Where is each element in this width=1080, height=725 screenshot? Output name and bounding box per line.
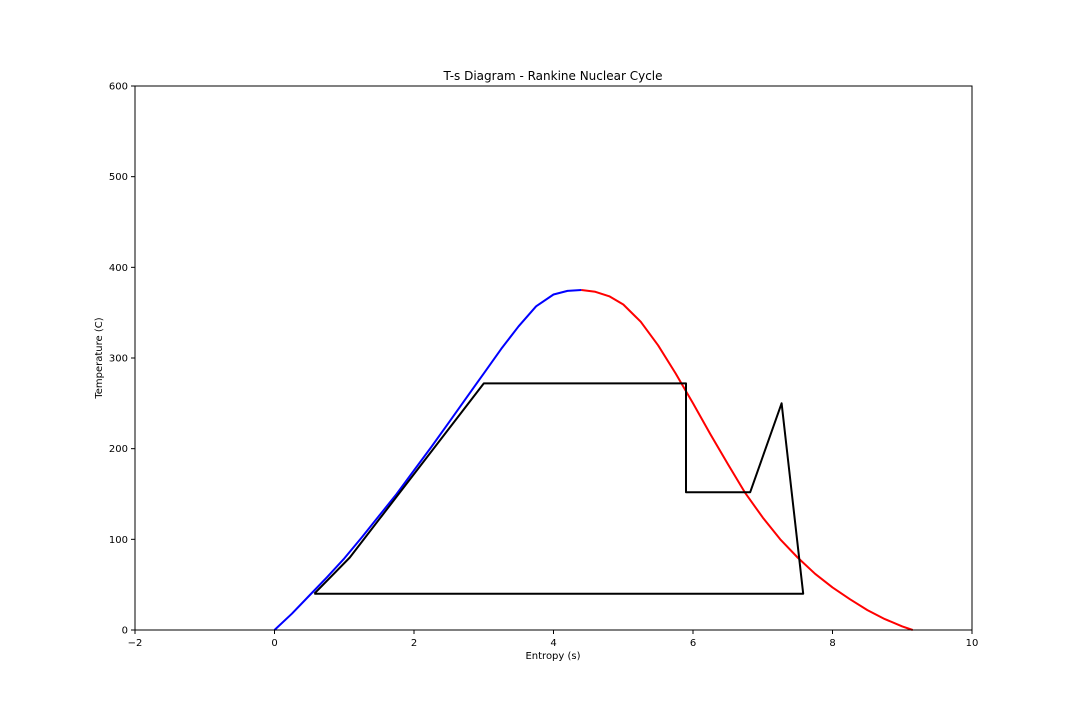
x-tick-label: 6 bbox=[690, 638, 696, 649]
x-axis-label: Entropy (s) bbox=[525, 651, 580, 662]
y-tick-label: 600 bbox=[109, 82, 128, 93]
x-tick-label: 4 bbox=[550, 638, 556, 649]
y-tick-label: 200 bbox=[109, 444, 128, 455]
series-line-0 bbox=[273, 289, 582, 631]
x-tick-label: 8 bbox=[829, 638, 835, 649]
x-tick-label: −2 bbox=[128, 638, 143, 649]
series-line-2 bbox=[313, 382, 805, 595]
x-tick-label: 10 bbox=[966, 638, 979, 649]
plot-frame bbox=[134, 85, 973, 631]
y-tick-label: 100 bbox=[109, 535, 128, 546]
y-tick-label: 500 bbox=[109, 172, 128, 183]
y-tick-label: 0 bbox=[122, 626, 128, 637]
chart-title: T-s Diagram - Rankine Nuclear Cycle bbox=[442, 69, 662, 83]
series-line-1 bbox=[581, 289, 914, 631]
y-tick-label: 300 bbox=[109, 354, 128, 365]
y-axis-label: Temperature (C) bbox=[94, 317, 105, 399]
y-tick-label: 400 bbox=[109, 263, 128, 274]
x-tick-label: 0 bbox=[271, 638, 277, 649]
plot-area bbox=[273, 289, 914, 631]
x-tick-label: 2 bbox=[411, 638, 417, 649]
